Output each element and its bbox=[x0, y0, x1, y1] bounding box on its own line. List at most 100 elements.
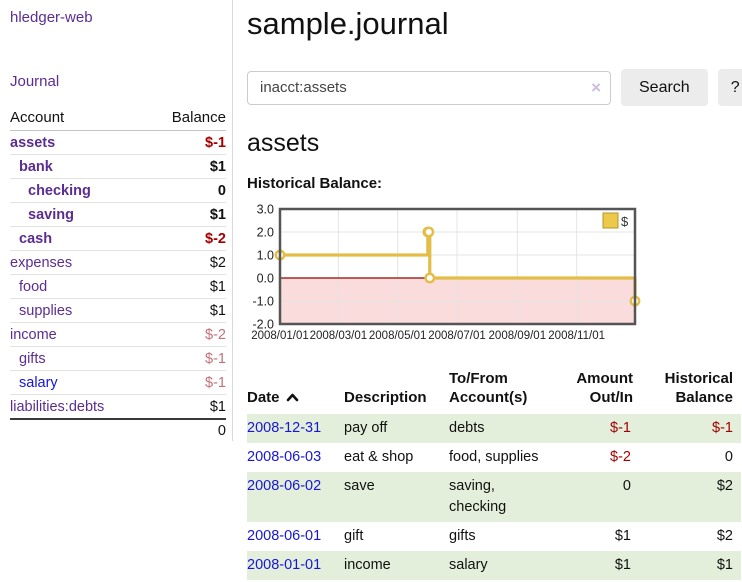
transaction-accounts: debts bbox=[449, 420, 485, 436]
sidebar-accounts-table: Account Balance assets $-1 bank $1 check… bbox=[10, 105, 226, 442]
chart-border bbox=[278, 207, 637, 326]
sidebar-account-row: liabilities:debts $1 bbox=[10, 395, 226, 418]
transaction-row: 2008-12-31 pay off debts $-1 $-1 bbox=[247, 414, 741, 443]
account-title: assets bbox=[247, 129, 320, 157]
transaction-amount: $-1 bbox=[610, 420, 631, 436]
balance-column-header: Balance bbox=[171, 109, 226, 126]
svg-text:0.0: 0.0 bbox=[257, 272, 274, 286]
transaction-date-link[interactable]: 2008-01-01 bbox=[247, 557, 322, 573]
transaction-balance: $2 bbox=[716, 528, 733, 544]
search-box: × bbox=[247, 70, 611, 105]
transactions-table: Date Description To/From Account(s) Amou… bbox=[247, 367, 741, 580]
sidebar-account-link[interactable]: income bbox=[10, 326, 57, 343]
svg-text:-2.0: -2.0 bbox=[252, 318, 274, 332]
sidebar-account-link[interactable]: gifts bbox=[19, 350, 46, 367]
sidebar-account-row: income $-2 bbox=[10, 323, 226, 347]
svg-text:-1.0: -1.0 bbox=[252, 295, 274, 309]
sidebar-account-balance: $2 bbox=[209, 254, 226, 271]
transaction-description: income bbox=[344, 557, 391, 573]
sidebar-account-row: expenses $2 bbox=[10, 251, 226, 275]
sidebar-accounts-total-row: 0 bbox=[10, 418, 226, 442]
transaction-amount: $-2 bbox=[610, 449, 631, 465]
sidebar-account-link[interactable]: expenses bbox=[10, 254, 73, 271]
sidebar-account-balance: $1 bbox=[209, 302, 226, 319]
transaction-date-link[interactable]: 2008-06-03 bbox=[247, 449, 322, 465]
sidebar-account-row: food $1 bbox=[10, 275, 226, 299]
sidebar-account-balance: $1 bbox=[209, 278, 226, 295]
accounts-column-header: To/From Account(s) bbox=[449, 370, 528, 406]
sidebar-item-journal[interactable]: Journal bbox=[10, 73, 60, 90]
sidebar-account-row: supplies $1 bbox=[10, 299, 226, 323]
transaction-accounts: gifts bbox=[449, 528, 476, 544]
svg-text:3.0: 3.0 bbox=[257, 203, 274, 217]
page-title: sample.journal bbox=[247, 6, 449, 41]
search-input[interactable] bbox=[247, 70, 611, 105]
transaction-amount: $1 bbox=[614, 557, 631, 573]
transaction-description: eat & shop bbox=[344, 449, 414, 465]
help-button[interactable]: ? bbox=[717, 69, 742, 106]
main-content: sample.journal × Search ? assets Histori… bbox=[233, 0, 742, 580]
sidebar-account-row: gifts $-1 bbox=[10, 347, 226, 371]
svg-text:1.0: 1.0 bbox=[257, 249, 274, 263]
sidebar-account-balance: $-1 bbox=[205, 374, 226, 391]
sidebar-account-link[interactable]: saving bbox=[28, 206, 74, 223]
chart-label: Historical Balance: bbox=[247, 175, 383, 192]
transaction-description: save bbox=[344, 478, 375, 494]
transaction-description: pay off bbox=[344, 420, 388, 436]
svg-text:2008/07/01: 2008/07/01 bbox=[428, 330, 486, 342]
sidebar-account-balance: $1 bbox=[209, 398, 226, 415]
svg-text:2008/09/01: 2008/09/01 bbox=[489, 330, 547, 342]
sidebar-account-balance: 0 bbox=[217, 182, 226, 199]
sidebar-account-balance: $1 bbox=[209, 158, 226, 175]
balance-column-header-txns: Historical Balance bbox=[664, 370, 733, 406]
sidebar-account-row: bank $1 bbox=[10, 155, 226, 179]
clear-search-icon[interactable]: × bbox=[591, 77, 601, 97]
legend-label: $ bbox=[621, 214, 629, 229]
total-balance: 0 bbox=[217, 423, 226, 439]
svg-text:2008/01/01: 2008/01/01 bbox=[251, 330, 309, 342]
svg-text:2.0: 2.0 bbox=[257, 226, 274, 240]
transaction-amount: $1 bbox=[614, 528, 631, 544]
sidebar-account-link[interactable]: salary bbox=[19, 374, 58, 391]
brand-link[interactable]: hledger-web bbox=[10, 9, 93, 26]
sidebar-account-link[interactable]: checking bbox=[28, 182, 91, 199]
chart-data-point bbox=[423, 226, 435, 238]
sidebar-account-row: salary $-1 bbox=[10, 371, 226, 395]
sidebar-account-link[interactable]: food bbox=[19, 278, 48, 295]
transaction-balance: 0 bbox=[724, 449, 733, 465]
search-button[interactable]: Search bbox=[621, 69, 708, 106]
sidebar-account-link[interactable]: supplies bbox=[19, 302, 73, 319]
sidebar-account-row: assets $-1 bbox=[10, 131, 226, 155]
sidebar-account-balance: $-2 bbox=[205, 230, 226, 247]
sidebar-account-balance: $1 bbox=[209, 206, 226, 223]
sidebar-account-link[interactable]: liabilities:debts bbox=[10, 398, 105, 415]
sidebar-account-row: cash $-2 bbox=[10, 227, 226, 251]
svg-text:2008/03/01: 2008/03/01 bbox=[310, 330, 368, 342]
transaction-accounts: food, supplies bbox=[449, 449, 539, 465]
sidebar-account-balance: $-1 bbox=[205, 134, 226, 151]
transaction-date-link[interactable]: 2008-06-02 bbox=[247, 478, 322, 494]
sidebar-account-link[interactable]: bank bbox=[19, 158, 53, 175]
transaction-row: 2008-06-03 eat & shop food, supplies $-2… bbox=[247, 443, 741, 472]
date-column-header[interactable]: Date bbox=[247, 367, 344, 414]
svg-text:2008/05/01: 2008/05/01 bbox=[369, 330, 427, 342]
transaction-accounts: saving, checking bbox=[449, 478, 507, 515]
sidebar-account-row: saving $1 bbox=[10, 203, 226, 227]
transaction-description: gift bbox=[344, 528, 364, 544]
amount-column-header: Amount Out/In bbox=[576, 370, 633, 406]
transactions-body: 2008-12-31 pay off debts $-1 $-1 2008-06… bbox=[247, 414, 741, 580]
transaction-date-link[interactable]: 2008-12-31 bbox=[247, 420, 322, 436]
sidebar-account-link[interactable]: assets bbox=[10, 134, 56, 151]
transaction-balance: $-1 bbox=[712, 420, 733, 436]
description-column-header: Description bbox=[344, 389, 427, 406]
transaction-row: 2008-06-01 gift gifts $1 $2 bbox=[247, 522, 741, 551]
transactions-header-row: Date Description To/From Account(s) Amou… bbox=[247, 367, 741, 414]
search-form: × Search ? bbox=[247, 69, 742, 106]
account-column-header: Account bbox=[10, 109, 65, 126]
transaction-date-link[interactable]: 2008-06-01 bbox=[247, 528, 322, 544]
sidebar-account-balance: $-2 bbox=[205, 326, 226, 343]
sidebar-account-balance: $-1 bbox=[205, 350, 226, 367]
sidebar-account-link[interactable]: cash bbox=[19, 230, 53, 247]
historical-balance-chart: 3.0 2.0 1.0 0.0 -1.0 -2.0 2008/01/01 2008/03/01… bbox=[247, 202, 742, 352]
